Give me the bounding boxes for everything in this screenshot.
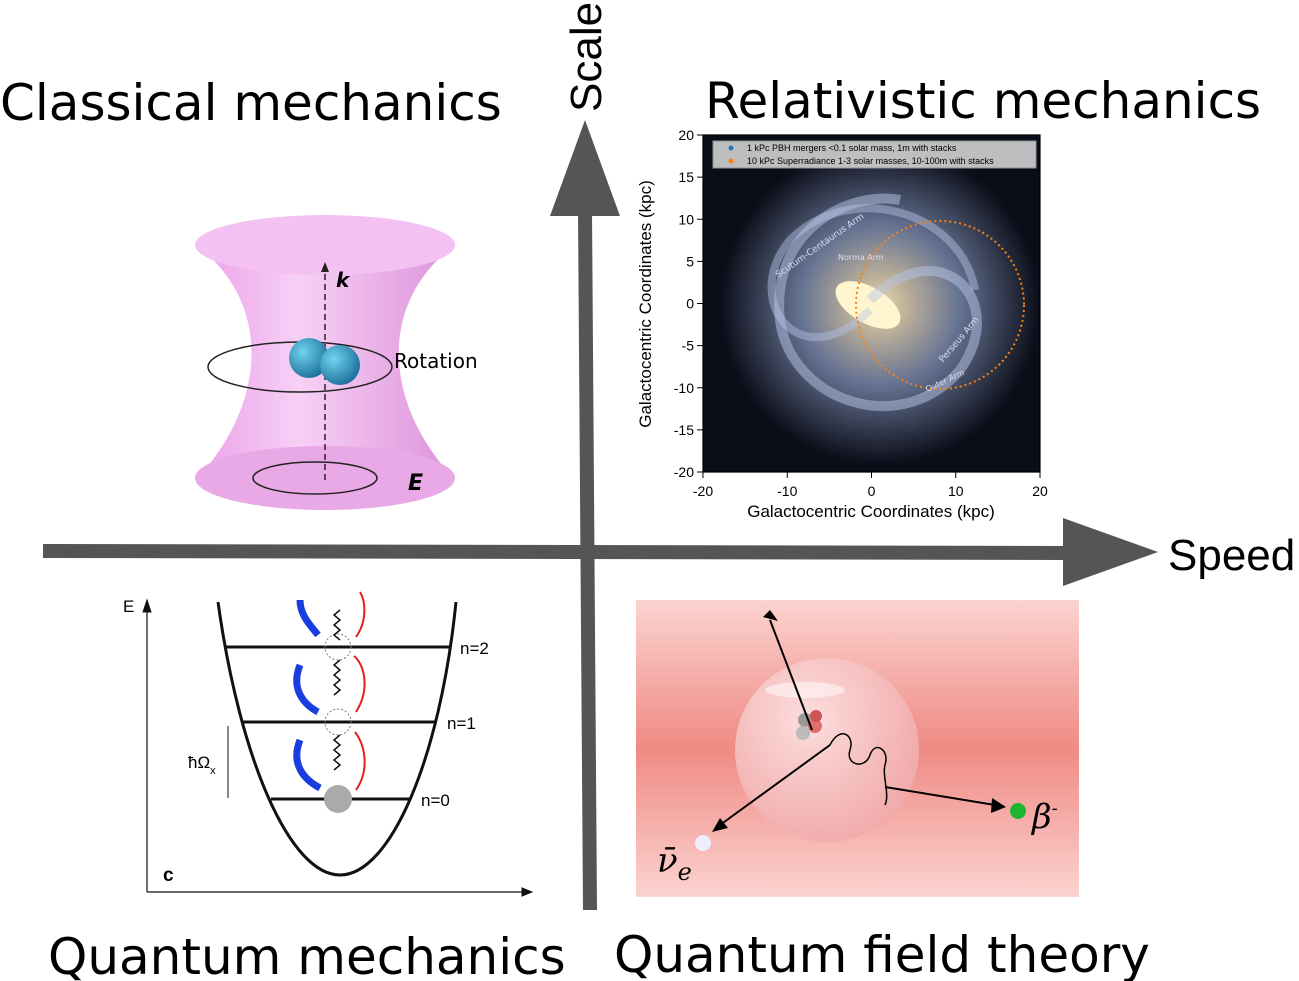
- galaxy-plot: Scutum-Centaurus Arm Norma Arm Perseus A…: [702, 134, 1041, 473]
- scale-label: Scale: [562, 2, 611, 112]
- label: x: [210, 765, 216, 777]
- label: Rotation: [394, 349, 478, 373]
- legend-marker: [728, 145, 734, 151]
- label: β: [1030, 797, 1052, 837]
- x-tick-label: 10: [948, 483, 964, 499]
- speed-arrow: [1063, 518, 1158, 586]
- arm-label: Norma Arm: [838, 253, 884, 262]
- label: n=0: [421, 791, 450, 810]
- label: E: [408, 471, 423, 496]
- y-tick-label: 10: [678, 211, 694, 227]
- x-tick-label: -20: [693, 483, 713, 499]
- label: E: [123, 597, 134, 616]
- label: ν̄e: [657, 841, 692, 886]
- label: ħΩ: [188, 753, 210, 772]
- label: c: [163, 865, 174, 886]
- title: Relativistic mechanics: [705, 72, 1261, 130]
- y-tick-label: -15: [674, 422, 694, 438]
- scale-axis: [578, 209, 597, 911]
- speed-label: Speed: [1168, 531, 1295, 580]
- label: ħΩx: [188, 753, 216, 777]
- label: β-: [1030, 797, 1058, 837]
- x-tick-label: 20: [1032, 483, 1048, 499]
- y-tick-label: 5: [686, 253, 694, 269]
- beta-decay: [636, 600, 1079, 897]
- label: ν̄: [657, 841, 678, 881]
- legend-entry: 1 kPc PBH mergers <0.1 solar mass, 1m wi…: [747, 143, 957, 153]
- y-tick-label: 20: [678, 127, 694, 143]
- title: Quantum field theory: [614, 926, 1150, 981]
- hyperboloid: [195, 215, 455, 510]
- label: -: [1052, 798, 1058, 819]
- y-tick-label: -20: [674, 464, 694, 480]
- title: Classical mechanics: [0, 74, 502, 132]
- scale-arrow: [550, 120, 620, 216]
- label: n=2: [460, 639, 489, 658]
- y-axis-label: Galactocentric Coordinates (kpc): [636, 180, 655, 428]
- y-tick-label: -10: [674, 380, 694, 396]
- label: k: [336, 268, 351, 292]
- title: Quantum mechanics: [48, 928, 566, 981]
- x-axis-label: Galactocentric Coordinates (kpc): [747, 502, 995, 521]
- harmonic-oscillator: [142, 591, 534, 897]
- y-tick-label: -5: [682, 338, 695, 354]
- label: e: [678, 858, 692, 886]
- speed-axis: [42, 544, 1069, 560]
- x-tick-label: 0: [868, 483, 876, 499]
- legend-marker: [728, 158, 734, 164]
- y-tick-label: 0: [686, 296, 694, 312]
- label: n=1: [447, 714, 476, 733]
- legend-entry: 10 kPc Superradiance 1-3 solar masses, 1…: [747, 156, 994, 166]
- x-tick-label: -10: [777, 483, 797, 499]
- y-tick-label: 15: [678, 169, 694, 185]
